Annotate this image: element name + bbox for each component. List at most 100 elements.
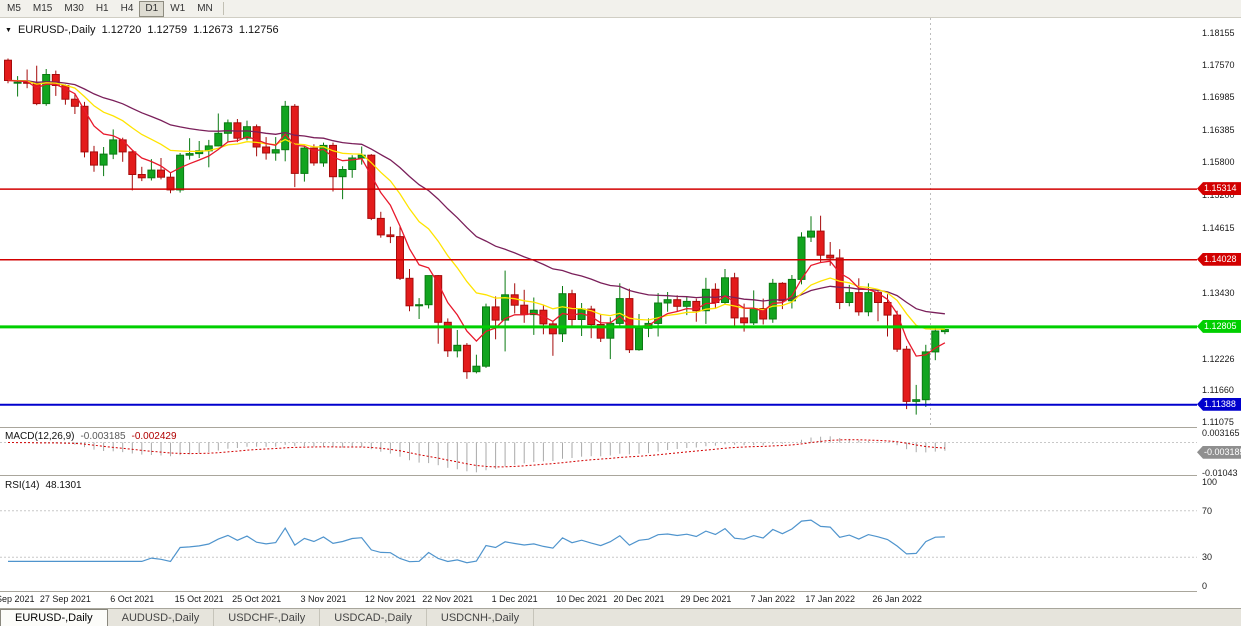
candle-bullish bbox=[338, 169, 347, 178]
candle-bullish bbox=[701, 288, 710, 312]
chart-shift-marker-icon: ▼ bbox=[5, 26, 12, 34]
candle-bearish bbox=[510, 294, 519, 306]
rsi-axis-tick: 0 bbox=[1202, 581, 1208, 591]
tab-audusd-daily[interactable]: AUDUSD-,Daily bbox=[108, 609, 215, 626]
chart-tab-bar: EURUSD-,Daily AUDUSD-,Daily USDCHF-,Daily U… bbox=[0, 608, 1241, 626]
candle-bullish bbox=[912, 399, 921, 402]
chart-title: ▼ EURUSD-,Daily 1.12720 1.12759 1.12673 … bbox=[5, 24, 279, 36]
candle-bullish bbox=[243, 126, 251, 139]
candle-bearish bbox=[759, 308, 768, 320]
pane-separator-time bbox=[0, 591, 1241, 592]
candle-bearish bbox=[252, 126, 261, 148]
price-badge-pivot-green: 1.12805 bbox=[1197, 319, 1241, 333]
macd-current-value-badge: -0.003185 bbox=[1197, 445, 1241, 459]
tab-eurusd-daily[interactable]: EURUSD-,Daily bbox=[0, 609, 108, 626]
date-label: 20 Dec 2021 bbox=[613, 594, 665, 604]
macd-main-value: -0.003185 bbox=[80, 431, 126, 442]
ma-slow-purple bbox=[7, 79, 945, 315]
price-badge-support-blue: 1.11388 bbox=[1197, 397, 1241, 411]
candle-bearish bbox=[376, 217, 385, 236]
timeframe-button-m5[interactable]: M5 bbox=[7, 3, 21, 14]
candle-bearish bbox=[740, 317, 749, 324]
candle-bearish bbox=[4, 59, 12, 81]
date-label: 29 Dec 2021 bbox=[680, 594, 732, 604]
timeframe-button-w1[interactable]: W1 bbox=[170, 3, 186, 14]
candle-bullish bbox=[147, 169, 156, 179]
candle-bearish bbox=[711, 288, 720, 303]
candle-bearish bbox=[520, 304, 529, 316]
timeframe-button-m15[interactable]: M15 bbox=[32, 3, 53, 14]
timeframe-button-m30[interactable]: M30 bbox=[64, 3, 84, 14]
candle-bullish bbox=[109, 139, 118, 155]
candle-bullish bbox=[185, 153, 194, 156]
candle-bullish bbox=[472, 365, 481, 373]
date-label: 3 Nov 2021 bbox=[300, 594, 347, 604]
candle-bearish bbox=[778, 282, 787, 302]
candle-bullish bbox=[529, 309, 538, 316]
date-label: 15 Oct 2021 bbox=[174, 594, 224, 604]
candle-bullish bbox=[424, 275, 433, 306]
rsi-line bbox=[8, 519, 945, 564]
timeframe-button-d1[interactable]: D1 bbox=[139, 0, 165, 17]
macd-signal-line bbox=[7, 439, 945, 468]
candle-bullish bbox=[721, 277, 729, 303]
ma-fast-red bbox=[7, 79, 946, 357]
price-axis-tick: 1.18155 bbox=[1202, 28, 1235, 38]
tab-usdchf-daily[interactable]: USDCHF-,Daily bbox=[214, 609, 321, 626]
candle-bullish bbox=[453, 344, 462, 352]
timeframe-button-h1[interactable]: H1 bbox=[95, 3, 109, 14]
bar-close-value: 1.12756 bbox=[238, 24, 279, 36]
rsi-axis-tick: 30 bbox=[1202, 552, 1213, 563]
timeframe-button-mn[interactable]: MN bbox=[197, 3, 213, 14]
candle-bullish bbox=[319, 144, 328, 164]
candle-bearish bbox=[673, 299, 682, 307]
candle-bearish bbox=[70, 98, 79, 107]
candle-bearish bbox=[462, 344, 471, 373]
tab-usdcad-daily[interactable]: USDCAD-,Daily bbox=[320, 609, 427, 626]
date-label: 6 Oct 2021 bbox=[110, 594, 155, 604]
candle-bullish bbox=[807, 230, 815, 238]
toolbar-separator bbox=[222, 2, 224, 15]
macd-name: MACD(12,26,9) bbox=[5, 431, 75, 442]
main-chart-pane[interactable] bbox=[0, 18, 1197, 428]
candle-bearish bbox=[137, 174, 146, 179]
candle-bullish bbox=[300, 147, 309, 174]
time-axis[interactable]: 17 Sep 2021 27 Sep 2021 6 Oct 2021 15 Oct 2… bbox=[0, 592, 1197, 608]
price-axis[interactable]: 1.18155 1.17570 1.16985 1.16385 1.15800 1.152… bbox=[1197, 18, 1241, 592]
candle-bullish bbox=[682, 300, 691, 307]
candle-bullish bbox=[615, 298, 624, 324]
candle-bearish bbox=[290, 105, 299, 174]
date-label: 1 Dec 2021 bbox=[491, 594, 538, 604]
date-label: 10 Dec 2021 bbox=[556, 594, 608, 604]
pane-separator-macd[interactable] bbox=[0, 427, 1241, 428]
candle-bullish bbox=[768, 282, 777, 320]
candle-bearish bbox=[596, 324, 605, 339]
date-label: 26 Jan 2022 bbox=[872, 594, 922, 604]
candle-bearish bbox=[443, 321, 452, 352]
candle-bearish bbox=[386, 234, 395, 238]
candle-bearish bbox=[128, 151, 137, 175]
pane-separator-rsi[interactable] bbox=[0, 475, 1241, 476]
macd-signal-value: -0.002429 bbox=[131, 431, 177, 442]
candle-bullish bbox=[271, 149, 280, 154]
candle-bearish bbox=[32, 82, 41, 105]
price-axis-tick: 1.11075 bbox=[1202, 417, 1234, 427]
candle-bullish bbox=[42, 74, 51, 105]
timeframe-button-h4[interactable]: H4 bbox=[120, 3, 134, 14]
tab-usdcnh-daily[interactable]: USDCNH-,Daily bbox=[427, 609, 535, 626]
price-badge-resistance-lower: 1.14028 bbox=[1197, 252, 1241, 266]
candle-bullish bbox=[501, 294, 510, 321]
chart-symbol-period: EURUSD-,Daily bbox=[17, 24, 96, 36]
macd-pane[interactable] bbox=[0, 428, 1197, 476]
price-axis-tick: 1.17570 bbox=[1202, 60, 1235, 71]
rsi-label: RSI(14) 48.1301 bbox=[5, 480, 82, 491]
rsi-pane[interactable] bbox=[0, 476, 1197, 592]
candle-bearish bbox=[625, 298, 634, 351]
price-axis-tick: 1.11660 bbox=[1202, 384, 1234, 395]
candle-bullish bbox=[931, 330, 940, 353]
candle-bullish bbox=[797, 236, 806, 280]
candle-bullish bbox=[223, 122, 232, 134]
price-axis-tick: 1.14615 bbox=[1202, 222, 1235, 233]
candle-bullish bbox=[415, 304, 424, 307]
